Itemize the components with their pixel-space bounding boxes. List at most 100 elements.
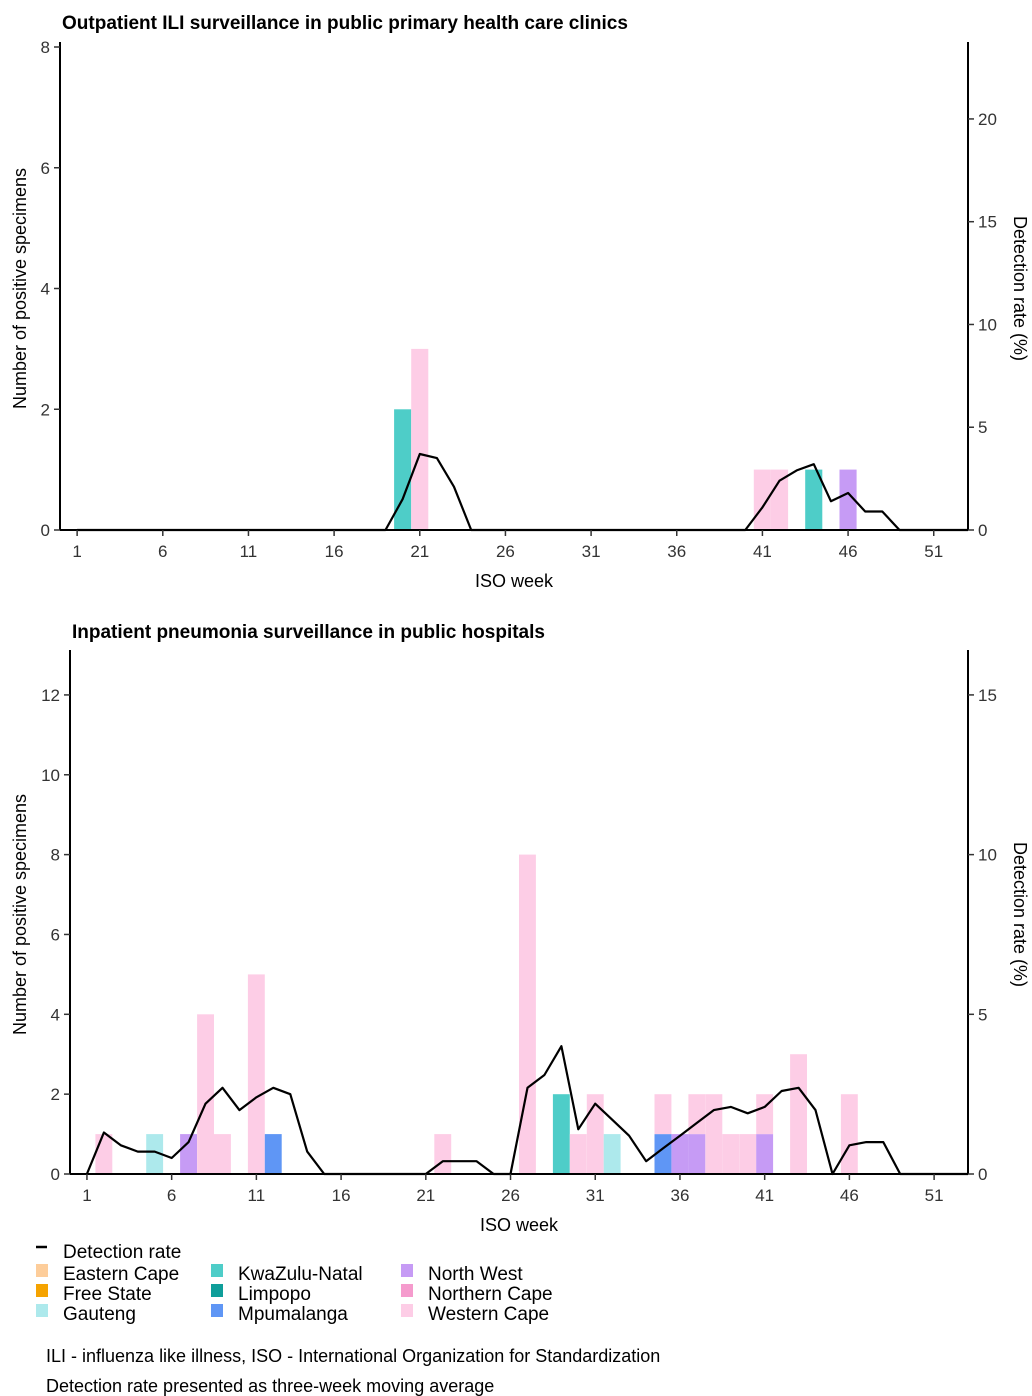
x-tick-label: 16 [325, 542, 344, 561]
x-axis-label: ISO week [475, 571, 554, 591]
detection-rate-line [77, 452, 968, 532]
y2-tick-label: 0 [978, 1165, 987, 1184]
x-tick-label: 11 [248, 1186, 266, 1205]
y2-tick-label: 10 [978, 315, 997, 334]
y-tick-label: 8 [41, 38, 50, 57]
y2-tick-label: 5 [978, 1005, 987, 1024]
legend-label-limpopo: Limpopo [238, 1284, 311, 1305]
y-tick-label: 2 [51, 1085, 60, 1104]
y2-tick-label: 20 [978, 110, 997, 129]
x-tick-label: 6 [167, 1186, 176, 1205]
x-tick-label: 16 [332, 1186, 351, 1205]
legend-label-gauteng: Gauteng [63, 1304, 136, 1325]
y2-tick-label: 15 [978, 213, 997, 232]
legend-label-north-west: North West [428, 1264, 523, 1285]
bar-week-39-western-cape [722, 1134, 740, 1174]
x-tick-label: 11 [240, 542, 258, 561]
bar-week-44-kwazulu-natal [805, 469, 823, 530]
bar-week-29-kwazulu-natal [552, 1094, 570, 1174]
bar-week-9-western-cape [214, 1134, 231, 1174]
legend-swatch-western-cape [401, 1304, 413, 1317]
x-tick-label: 31 [582, 542, 601, 561]
x-tick-label: 26 [496, 542, 515, 561]
legend-swatch-free-state [36, 1284, 48, 1297]
x-tick-label: 36 [671, 1186, 690, 1205]
bar-week-46-western-cape [840, 1094, 858, 1174]
bar-week-27-western-cape [519, 854, 536, 1174]
bar-week-41-north-west [756, 1134, 774, 1174]
y-axis-label: Number of positive specimens [10, 794, 30, 1035]
bar-week-37-western-cape [688, 1094, 706, 1135]
bar-week-5-gauteng [146, 1134, 164, 1174]
bar-week-35-western-cape [654, 1094, 672, 1135]
y-tick-label: 6 [41, 159, 50, 178]
legend-label-mpumalanga: Mpumalanga [238, 1304, 348, 1325]
x-tick-label: 31 [586, 1186, 605, 1205]
y2-axis-label: Detection rate (%) [1010, 216, 1030, 361]
x-tick-label: 1 [82, 1186, 91, 1205]
y-axis-label: Number of positive specimens [10, 168, 30, 409]
x-tick-label: 41 [753, 542, 772, 561]
bar-week-37-north-west [688, 1134, 706, 1174]
detection-rate-line [85, 1045, 968, 1176]
y-tick-label: 4 [51, 1005, 60, 1024]
y-tick-label: 10 [41, 766, 60, 785]
y-tick-label: 2 [41, 400, 50, 419]
x-tick-label: 6 [158, 542, 167, 561]
legend-label-eastern-cape: Eastern Cape [63, 1264, 179, 1285]
bar-week-22-western-cape [434, 1134, 452, 1174]
y-tick-label: 12 [41, 686, 60, 705]
legend-line-label: Detection rate [63, 1242, 181, 1263]
bar-week-32-gauteng [603, 1134, 621, 1174]
y2-axis-label: Detection rate (%) [1010, 842, 1030, 987]
legend-swatch-gauteng [36, 1304, 48, 1317]
legend-swatch-north-west [401, 1264, 413, 1277]
y2-tick-label: 15 [978, 686, 997, 705]
y2-tick-label: 0 [978, 521, 987, 540]
x-tick-label: 51 [925, 1186, 944, 1205]
bar-week-38-western-cape [705, 1094, 723, 1174]
y-tick-label: 8 [51, 846, 60, 865]
x-axis-label: ISO week [480, 1215, 559, 1235]
bar-week-7-north-west [180, 1134, 197, 1174]
x-tick-label: 21 [410, 542, 429, 561]
legend-swatch-limpopo [211, 1284, 223, 1297]
legend-swatch-mpumalanga [211, 1304, 223, 1317]
x-tick-label: 26 [501, 1186, 520, 1205]
legend-label-northern-cape: Northern Cape [428, 1284, 553, 1305]
x-tick-label: 1 [72, 542, 81, 561]
bar-week-2-western-cape [95, 1134, 113, 1174]
bar-week-12-mpumalanga [264, 1134, 282, 1174]
y2-tick-label: 5 [978, 418, 987, 437]
legend-label-kwazulu-natal: KwaZulu-Natal [238, 1264, 363, 1285]
x-tick-label: 41 [755, 1186, 774, 1205]
legend-swatch-kwazulu-natal [211, 1264, 223, 1277]
panel1-title: Outpatient ILI surveillance in public pr… [62, 13, 628, 34]
bar-week-8-western-cape [197, 1014, 214, 1174]
bar-week-46-north-west [839, 469, 857, 530]
y-tick-label: 0 [41, 521, 50, 540]
y2-tick-label: 10 [978, 846, 997, 865]
legend-swatch-eastern-cape [36, 1264, 48, 1277]
bar-week-36-north-west [671, 1134, 689, 1174]
bar-week-42-western-cape [771, 469, 789, 530]
y-tick-label: 6 [51, 925, 60, 944]
bar-week-21-western-cape [411, 348, 429, 530]
x-tick-label: 21 [416, 1186, 435, 1205]
y-tick-label: 4 [41, 280, 50, 299]
x-tick-label: 46 [840, 1186, 859, 1205]
legend-label-western-cape: Western Cape [428, 1304, 549, 1325]
x-tick-label: 51 [924, 542, 943, 561]
panel2-title: Inpatient pneumonia surveillance in publ… [72, 622, 545, 643]
note-abbreviations: ILI - influenza like illness, ISO - Inte… [46, 1346, 660, 1366]
y-tick-label: 0 [51, 1165, 60, 1184]
bar-week-40-western-cape [739, 1134, 757, 1174]
x-tick-label: 36 [667, 542, 686, 561]
legend-label-free-state: Free State [63, 1284, 152, 1305]
note-moving-average: Detection rate presented as three-week m… [46, 1376, 494, 1396]
bar-week-30-western-cape [569, 1134, 587, 1174]
